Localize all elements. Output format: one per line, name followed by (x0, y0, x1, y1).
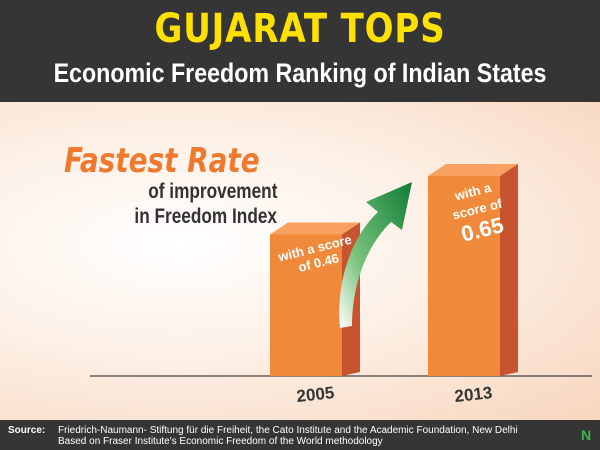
category-label: 2005 (296, 383, 336, 406)
headline-line-2: in Freedom Index (134, 205, 277, 228)
category-label: 2013 (454, 383, 494, 406)
source-line-1: Friedrich-Naumann- Stiftung für die Frei… (58, 425, 518, 436)
bar-front (270, 234, 342, 376)
source-footer: Source: Friedrich-Naumann- Stiftung für … (0, 420, 600, 450)
bar-side (500, 164, 518, 376)
bar-top (270, 222, 360, 235)
bar-top (428, 164, 518, 176)
source-label: Source: (8, 425, 46, 436)
page-subtitle: Economic Freedom Ranking of Indian State… (53, 58, 547, 88)
growth-arrow-icon (339, 182, 412, 328)
header-banner: GUJARAT TOPS Economic Freedom Ranking of… (0, 0, 600, 102)
source-text: Friedrich-Naumann- Stiftung für die Frei… (58, 425, 558, 447)
page-title: GUJARAT TOPS (154, 6, 446, 52)
headline-line-1: of improvement (148, 180, 278, 203)
source-line-2: Based on Fraser Institute's Economic Fre… (58, 436, 383, 447)
headline-main: Fastest Rate (64, 141, 260, 181)
bar-front (428, 176, 500, 376)
publisher-logo: N (581, 427, 592, 443)
